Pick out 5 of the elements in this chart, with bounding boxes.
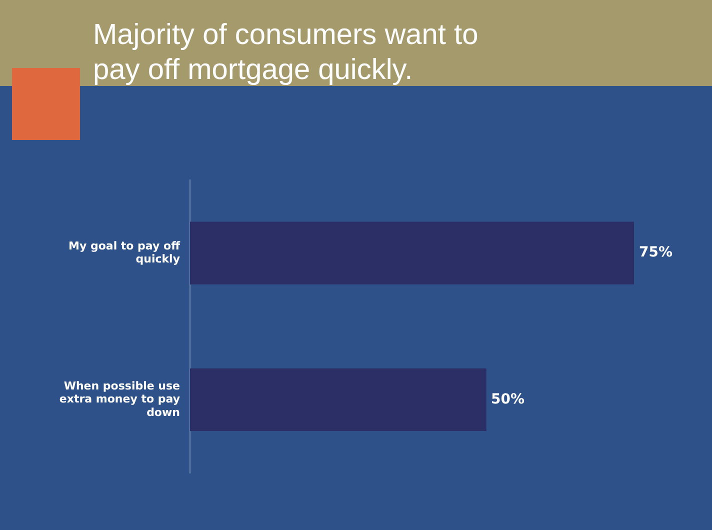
y-tick-label: When possible use extra money to pay down bbox=[59, 379, 180, 419]
y-tick-label: My goal to pay off quickly bbox=[68, 239, 180, 266]
chart-title: Majority of consumers want to pay off mortgage quickly. bbox=[93, 18, 480, 88]
data-label: 75% bbox=[639, 244, 673, 261]
data-label: 50% bbox=[491, 391, 525, 408]
